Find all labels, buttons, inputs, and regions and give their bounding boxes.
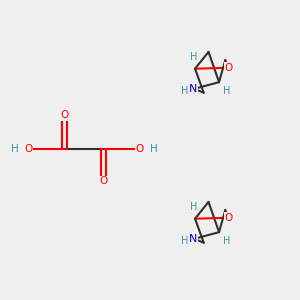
Text: H: H [181, 86, 188, 96]
Text: O: O [99, 176, 108, 187]
Text: N: N [188, 84, 197, 94]
Text: H: H [190, 52, 198, 62]
Text: H: H [223, 236, 230, 246]
Text: H: H [11, 143, 18, 154]
Text: O: O [224, 63, 233, 73]
Text: H: H [150, 143, 158, 154]
Text: H: H [181, 236, 188, 246]
Text: N: N [188, 234, 197, 244]
Text: O: O [224, 213, 233, 223]
Text: H: H [190, 202, 198, 212]
Text: O: O [60, 110, 69, 121]
Text: H: H [223, 86, 230, 96]
Text: O: O [24, 143, 33, 154]
Text: O: O [135, 143, 144, 154]
